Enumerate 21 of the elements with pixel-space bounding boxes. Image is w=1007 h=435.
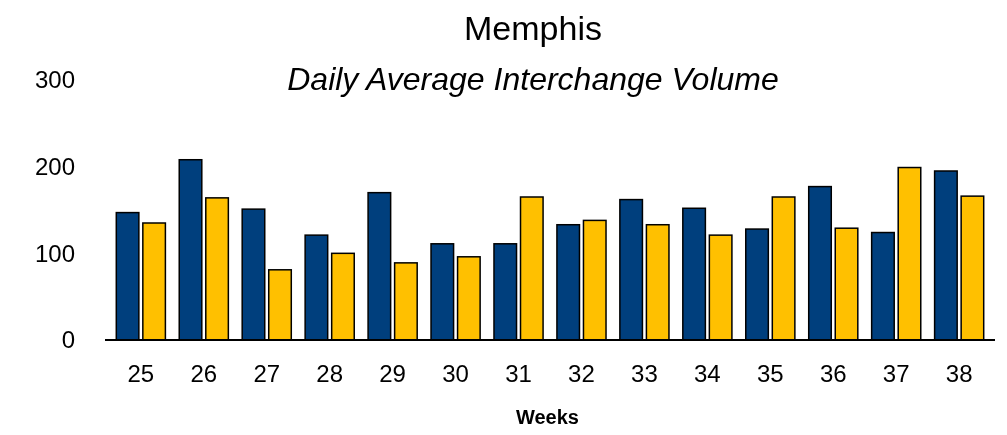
y-tick-label: 300 (34, 66, 75, 94)
y-tick-label: 100 (34, 239, 75, 267)
x-tick-label: 26 (190, 360, 218, 387)
x-axis-title: Weeks (515, 406, 580, 428)
y-tick-label: 200 (34, 153, 75, 181)
x-tick-label: 30 (442, 360, 469, 387)
x-tick-label: 28 (316, 360, 344, 387)
x-tick-label: 32 (568, 360, 595, 387)
x-tick-label: 25 (127, 360, 155, 387)
x-tick-label: 35 (756, 360, 784, 387)
x-tick-label: 37 (882, 360, 910, 387)
x-tick-label: 29 (379, 360, 406, 387)
x-tick-label: 36 (819, 360, 847, 387)
x-tick-label: 33 (631, 360, 658, 387)
x-tick-label: 34 (694, 360, 721, 387)
chart-subtitle: Daily Average Interchange Volume (287, 61, 779, 97)
y-tick-label: 0 (61, 326, 75, 354)
x-tick-label: 38 (945, 360, 973, 387)
x-tick-label: 31 (505, 360, 532, 387)
x-tick-label: 27 (253, 360, 281, 387)
chart-title: Memphis (464, 9, 602, 47)
